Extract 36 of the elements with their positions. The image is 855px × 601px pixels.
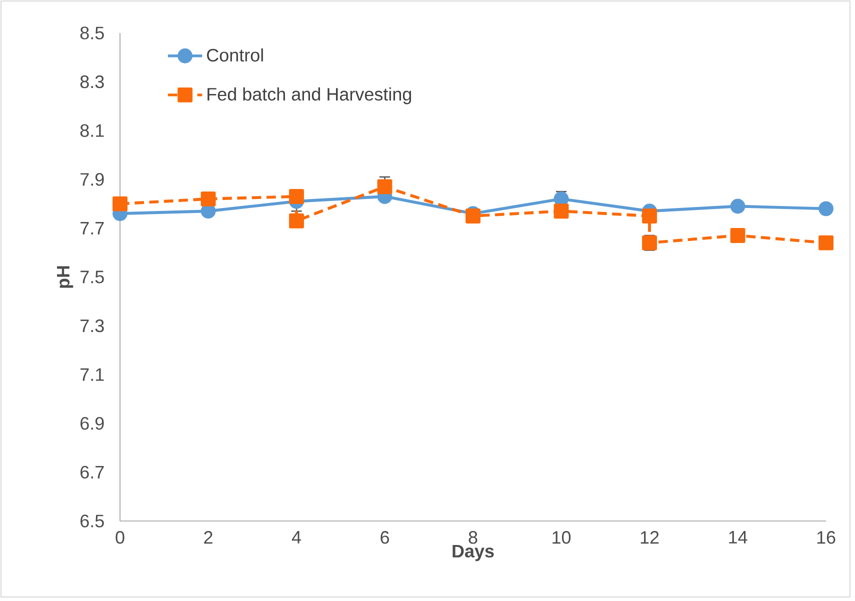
point <box>554 204 569 219</box>
point <box>642 208 657 224</box>
y-tick-label: 6.9 <box>80 417 104 430</box>
y-tick-label: 7.3 <box>80 319 104 332</box>
y-tick-label: 7.5 <box>80 270 104 284</box>
legend-label: Fed batch and Harvesting <box>208 87 412 104</box>
point <box>818 235 834 250</box>
x-tick-label: 8 <box>468 531 478 544</box>
y-tick-label: 8.5 <box>80 26 104 40</box>
x-tick-label: 12 <box>640 531 659 544</box>
point <box>818 201 834 216</box>
x-tick-label: 16 <box>817 531 836 544</box>
y-tick-label: 7.7 <box>80 222 104 234</box>
point <box>730 228 746 243</box>
x-tick-label: 4 <box>292 531 301 544</box>
point <box>466 208 480 224</box>
point <box>377 179 392 194</box>
point <box>200 191 216 206</box>
y-tick-label: 6.5 <box>80 514 104 528</box>
legend-label: Control <box>207 48 263 62</box>
x-tick-label: 2 <box>204 531 212 544</box>
point <box>289 189 304 204</box>
point <box>289 213 304 228</box>
y-tick-label: 7.9 <box>80 173 104 186</box>
point <box>730 198 746 214</box>
y-tick-label: 7.1 <box>80 368 104 381</box>
point <box>112 196 128 212</box>
y-tick-label: 8.1 <box>80 124 104 137</box>
y-axis-title: pH <box>57 266 74 288</box>
x-tick-label: 6 <box>380 531 389 544</box>
x-axis-title: Days <box>452 544 494 562</box>
y-tick-label: 8.3 <box>80 75 104 88</box>
y-tick-label: 6.7 <box>80 466 104 479</box>
x-tick-label: 14 <box>729 531 748 544</box>
x-tick-label: 10 <box>552 531 571 544</box>
x-tick-label: 0 <box>116 531 124 544</box>
